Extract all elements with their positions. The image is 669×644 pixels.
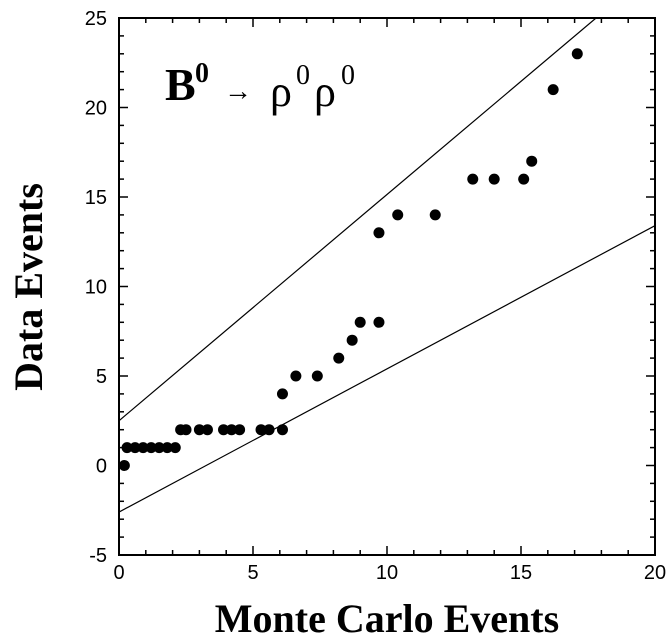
y-tick-label: 0 xyxy=(96,456,107,478)
annotation-rho-1: ρ xyxy=(270,67,292,116)
axes: 0 5 10 15 20 -5 0 5 10 15 20 25 xyxy=(85,8,666,584)
annotation-arrow: → xyxy=(224,76,252,107)
data-point xyxy=(263,424,275,436)
annotation-b: B xyxy=(165,59,196,110)
data-point xyxy=(373,227,385,239)
data-points xyxy=(118,48,583,471)
data-point xyxy=(429,209,441,221)
data-point xyxy=(169,442,181,454)
data-point xyxy=(218,424,230,436)
data-point xyxy=(467,173,479,185)
data-point xyxy=(346,334,358,346)
data-point xyxy=(526,155,538,167)
data-point xyxy=(392,209,404,221)
band-line-upper xyxy=(119,18,597,422)
y-tick-label: 10 xyxy=(85,277,107,299)
annotation-rho-2-superscript: 0 xyxy=(341,60,355,91)
x-tick-label: 15 xyxy=(510,562,532,584)
y-tick-label: 5 xyxy=(96,366,107,388)
x-tick-label: 0 xyxy=(113,562,124,584)
x-tick-label: 10 xyxy=(376,562,398,584)
data-point xyxy=(137,442,149,454)
x-axis-title: Monte Carlo Events xyxy=(215,596,559,641)
y-axis-title: Data Events xyxy=(6,183,51,391)
data-point xyxy=(333,352,345,364)
data-point xyxy=(226,424,238,436)
annotation-rho-2: ρ xyxy=(314,67,336,116)
data-point xyxy=(488,173,500,185)
data-point xyxy=(201,424,213,436)
data-point xyxy=(518,173,530,185)
data-point xyxy=(234,424,246,436)
data-point xyxy=(276,424,288,436)
y-tick-label: 15 xyxy=(85,187,107,209)
annotation-b-superscript: 0 xyxy=(195,58,209,89)
x-tick-label: 5 xyxy=(247,562,258,584)
y-tick-label: 20 xyxy=(85,98,107,120)
data-point xyxy=(547,84,559,96)
data-point xyxy=(311,370,323,382)
data-point xyxy=(180,424,192,436)
y-tick-label: 25 xyxy=(85,8,107,30)
data-point xyxy=(354,316,366,328)
x-tick-label: 20 xyxy=(644,562,666,584)
data-point xyxy=(276,388,288,400)
data-point xyxy=(129,442,141,454)
plot-frame xyxy=(118,17,656,556)
data-point xyxy=(145,442,157,454)
y-tick-label: -5 xyxy=(89,545,107,567)
data-point xyxy=(571,48,583,60)
data-point xyxy=(255,424,267,436)
data-point xyxy=(373,316,385,328)
data-point xyxy=(121,442,133,454)
data-point xyxy=(290,370,302,382)
annotation-rho-1-superscript: 0 xyxy=(296,60,310,91)
data-point xyxy=(161,442,173,454)
data-point xyxy=(153,442,165,454)
band-line-lower xyxy=(119,225,655,513)
band-lines xyxy=(119,18,655,513)
data-point xyxy=(193,424,205,436)
